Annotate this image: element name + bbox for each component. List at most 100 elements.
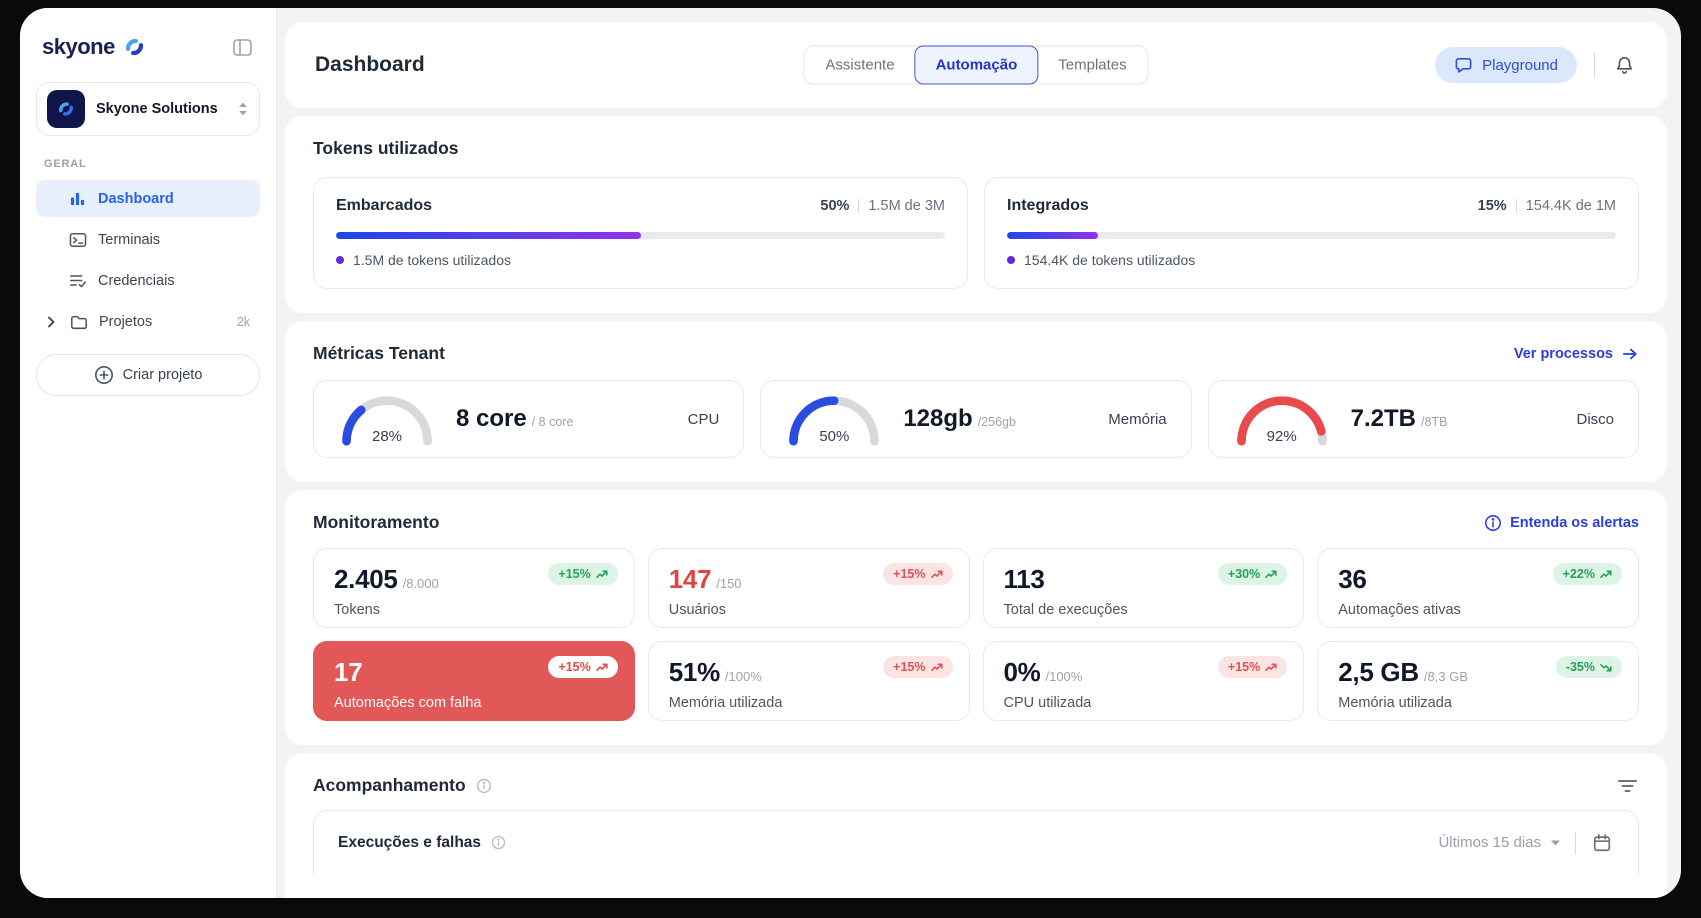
gauge-denom: /8TB: [1421, 415, 1448, 429]
sidebar: skyone: [20, 8, 277, 898]
gauge-denom: /256gb: [977, 415, 1016, 429]
stat-value: 51%: [668, 657, 720, 687]
chevron-down-icon: [1550, 839, 1561, 847]
badge-value: -35%: [1565, 660, 1595, 674]
stat-card-execucoes: 113 Total de execuções +30%: [982, 548, 1305, 628]
stat-value: 113: [1003, 564, 1045, 594]
tracking-section: Acompanhamento: [285, 753, 1667, 898]
bell-icon: [1614, 55, 1635, 76]
stat-label: Total de execuções: [1003, 602, 1128, 618]
trend-up-icon: [930, 663, 943, 672]
legend-dot-icon: [1007, 256, 1015, 264]
token-legend-text: 1.5M de tokens utilizados: [353, 252, 511, 268]
notifications-button[interactable]: [1612, 53, 1637, 78]
token-percent: 50%: [820, 198, 850, 214]
usage-divider: [1515, 199, 1517, 213]
tab-automacao[interactable]: Automação: [914, 45, 1039, 85]
token-progress-fill: [1007, 232, 1099, 239]
chevron-right-icon: [44, 316, 58, 328]
token-card-embarcados: Embarcados 50% 1.5M de 3M 1.5M de tokens…: [313, 177, 968, 289]
filter-button[interactable]: [1616, 777, 1639, 795]
token-progress-track: [336, 232, 945, 239]
badge-value: +15%: [893, 567, 926, 581]
badge-value: +15%: [558, 567, 591, 581]
gauge-value: 7.2TB/8TB: [1351, 405, 1448, 433]
gauge-card-cpu: 28% 8 core / 8 core CPU: [313, 380, 745, 458]
calendar-button[interactable]: [1590, 831, 1614, 855]
gauge-value-main: 128gb: [903, 405, 973, 432]
view-processes-link[interactable]: Ver processos: [1514, 346, 1639, 362]
gauge-card-disco: 92% 7.2TB/8TB Disco: [1207, 380, 1639, 458]
token-card-name: Embarcados: [336, 197, 433, 214]
stat-card-automacoes-falha: 17 Automações com falha +15%: [313, 641, 635, 721]
org-selector[interactable]: Skyone Solutions: [36, 82, 260, 136]
memory-gauge: 50%: [785, 393, 883, 446]
org-avatar: [47, 90, 85, 128]
trend-badge: -35%: [1555, 656, 1622, 678]
gauge-percent: 50%: [819, 427, 850, 445]
sidebar-nav: Dashboard Terminais: [36, 180, 260, 340]
sidebar-logo-row: skyone: [36, 34, 260, 60]
usage-divider: [858, 199, 860, 213]
mode-tabs: Assistente Automação Templates: [803, 45, 1149, 85]
disk-gauge: 92%: [1233, 393, 1331, 446]
cpu-gauge: 28%: [338, 393, 436, 446]
sidebar-collapse-button[interactable]: [231, 37, 254, 58]
trend-up-icon: [1600, 570, 1612, 579]
period-select[interactable]: Últimos 15 dias: [1438, 834, 1561, 851]
trend-badge: +15%: [1217, 656, 1288, 678]
chart-title: Execuções e falhas: [338, 833, 482, 851]
monitoring-section: Monitoramento Entenda os alertas 2.405/8…: [285, 490, 1667, 745]
playground-button[interactable]: Playground: [1435, 47, 1577, 83]
stat-label: Tokens: [334, 602, 380, 618]
period-controls: Últimos 15 dias: [1438, 831, 1614, 855]
token-fraction: 154.4K de 1M: [1525, 198, 1616, 214]
token-progress-track: [1007, 232, 1616, 239]
sidebar-item-terminais[interactable]: Terminais: [36, 221, 260, 258]
badge-value: +22%: [1562, 567, 1595, 581]
stat-value: 147: [668, 564, 712, 594]
stat-label: Automações ativas: [1338, 602, 1461, 618]
sidebar-item-dashboard[interactable]: Dashboard: [36, 180, 260, 217]
gauge-denom: / 8 core: [531, 415, 574, 429]
folder-icon: [69, 314, 88, 330]
info-circle-icon: [1484, 514, 1502, 532]
gauge-percent: 92%: [1266, 427, 1297, 445]
metrics-section: Métricas Tenant Ver processos: [285, 321, 1667, 482]
trend-up-icon: [595, 663, 608, 672]
gauge-value: 128gb/256gb: [903, 405, 1016, 433]
create-project-button[interactable]: Criar projeto: [36, 354, 260, 396]
tokens-section: Tokens utilizados Embarcados 50% 1.5M de…: [285, 116, 1667, 313]
sidebar-item-credenciais[interactable]: Credenciais: [36, 262, 260, 299]
org-name: Skyone Solutions: [96, 101, 218, 117]
monitoring-section-title: Monitoramento: [313, 512, 440, 532]
token-card-integrados: Integrados 15% 154.4K de 1M 154.4K de to…: [984, 177, 1639, 289]
badge-value: +15%: [1227, 660, 1261, 674]
trend-badge: +30%: [1217, 563, 1288, 585]
stat-label: Memória utilizada: [1338, 695, 1452, 711]
arrow-right-icon: [1621, 346, 1639, 362]
tab-templates[interactable]: Templates: [1037, 47, 1147, 84]
understand-alerts-link[interactable]: Entenda os alertas: [1484, 514, 1639, 532]
monitoring-cards: 2.405/8.000 Tokens +15% 147/150 Usuários…: [313, 548, 1639, 721]
stat-label: Memória utilizada: [668, 695, 783, 711]
sidebar-item-label: Dashboard: [98, 190, 174, 207]
stat-card-usuarios: 147/150 Usuários +15%: [647, 548, 970, 628]
stat-value: 2,5 GB: [1338, 657, 1419, 687]
bar-chart-icon: [68, 190, 87, 207]
gauge-cards: 28% 8 core / 8 core CPU 50%: [313, 380, 1639, 458]
sidebar-section-label: GERAL: [44, 158, 87, 170]
token-progress-fill: [336, 232, 641, 239]
view-processes-label: Ver processos: [1513, 345, 1613, 362]
tab-assistente[interactable]: Assistente: [804, 47, 915, 84]
sidebar-item-projetos[interactable]: Projetos 2k: [36, 303, 260, 340]
terminal-icon: [68, 232, 87, 248]
page-title: Dashboard: [315, 53, 425, 76]
gauge-label: CPU: [687, 410, 720, 428]
trend-badge: +22%: [1552, 563, 1622, 585]
tokens-cards: Embarcados 50% 1.5M de 3M 1.5M de tokens…: [313, 177, 1639, 289]
token-percent: 15%: [1477, 198, 1507, 214]
badge-value: +15%: [893, 660, 926, 674]
chevron-updown-icon: [237, 100, 249, 118]
gauge-percent: 28%: [371, 427, 403, 445]
